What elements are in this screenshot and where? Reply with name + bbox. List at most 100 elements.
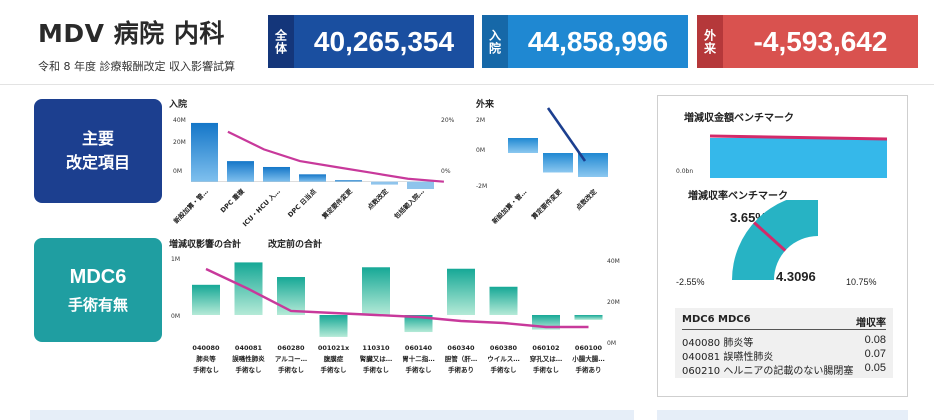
mdc6-bar[interactable] bbox=[319, 315, 348, 337]
mdc6-bar[interactable] bbox=[277, 277, 305, 315]
kpi-outpatient-tag: 外来 bbox=[697, 15, 723, 68]
inpatient-ytick: 20M bbox=[173, 139, 186, 146]
page-subtitle: 令和 8 年度 診療報酬改定 収入影響試算 bbox=[38, 60, 235, 73]
gauge-target-marker bbox=[753, 221, 787, 252]
outpatient-bar[interactable] bbox=[508, 138, 538, 153]
outpatient-line-series bbox=[546, 107, 587, 162]
mdc6-ytick: 1M bbox=[171, 256, 180, 263]
outpatient-category-label: 新設加算・管… bbox=[490, 187, 529, 226]
section-card-main-items[interactable]: 主要 改定項目 bbox=[34, 99, 162, 203]
mdc6-line-series bbox=[205, 267, 589, 329]
mdc6-bar[interactable] bbox=[404, 315, 433, 333]
table-row[interactable]: 040080 肺炎等 0.08 bbox=[682, 334, 886, 349]
mdc6-surgery-label: 手術なし bbox=[278, 365, 304, 374]
inpatient-category-label: DPC 重複 bbox=[218, 186, 246, 214]
inpatient-category-label: 包括範入院… bbox=[392, 187, 426, 221]
mdc6-name-label: 肺炎等 bbox=[196, 354, 216, 363]
kpi-inpatient-card[interactable]: 入院 44,858,996 bbox=[482, 15, 688, 68]
table-row-value: 0.05 bbox=[864, 362, 886, 374]
mdc6-surgery-label: 手術なし bbox=[193, 365, 219, 374]
benchmark-table-header-value: 増収率 bbox=[856, 318, 886, 329]
table-row[interactable]: 060210 ヘルニアの記載のない腸閉塞 0.05 bbox=[682, 362, 886, 377]
gauge-min-label: -2.55% bbox=[676, 277, 705, 287]
kpi-total-value: 40,265,354 bbox=[313, 25, 455, 57]
gauge-value-label: 4.3096 bbox=[776, 269, 816, 284]
inpatient-y2tick: 20% bbox=[441, 117, 455, 124]
gauge-max-label: 10.75% bbox=[846, 277, 877, 287]
outpatient-bar[interactable] bbox=[543, 153, 573, 173]
inpatient-category-label: 点数改定 bbox=[365, 186, 390, 211]
outpatient-category-label: 算定要件変更 bbox=[529, 187, 564, 222]
inpatient-bar[interactable] bbox=[263, 166, 290, 182]
kpi-outpatient-value: -4,593,642 bbox=[753, 25, 888, 57]
mdc6-code-label: 060280 bbox=[277, 344, 305, 352]
benchmark-amount-ytick: 0.0bn bbox=[676, 168, 693, 175]
inpatient-y2tick: 0% bbox=[441, 168, 451, 175]
header-divider bbox=[0, 84, 934, 85]
mdc6-legend-series1: 増減収影響の合計 bbox=[169, 238, 241, 250]
inpatient-chart[interactable]: 入院 40M 20M 0M 20% 0% 新設加算・管… DPC 重複ICU・HC… bbox=[165, 94, 465, 234]
mdc6-bar[interactable] bbox=[192, 284, 220, 315]
mdc6-surgery-label: 手術あり bbox=[448, 365, 474, 374]
benchmark-amount-title: 増減収金額ベンチマーク bbox=[684, 113, 794, 124]
bottom-strip-left bbox=[30, 410, 634, 420]
inpatient-category-label: DPC 日当点 bbox=[286, 186, 319, 219]
outpatient-category-label: 点数改定 bbox=[574, 187, 599, 212]
bottom-strip-right bbox=[657, 410, 908, 420]
table-row[interactable]: 040081 誤嚥性肺炎 0.07 bbox=[682, 348, 886, 363]
benchmark-rate-title: 増減収率ベンチマーク bbox=[688, 191, 788, 202]
table-row-label: 040081 誤嚥性肺炎 bbox=[682, 352, 774, 363]
kpi-total-card[interactable]: 全体 40,265,354 bbox=[268, 15, 474, 68]
mdc6-code-label: 060340 bbox=[447, 344, 475, 352]
kpi-outpatient-card[interactable]: 外来 -4,593,642 bbox=[697, 15, 918, 68]
mdc6-bar[interactable] bbox=[447, 268, 475, 315]
mdc6-name-label: 胃十二指… bbox=[402, 354, 435, 363]
section-main-line1: 主要 bbox=[81, 129, 114, 148]
mdc6-name-label: 穿孔又は… bbox=[530, 354, 563, 363]
benchmark-table-header: MDC6 MDC6 増収率 bbox=[682, 314, 886, 329]
benchmark-table-header-label: MDC6 MDC6 bbox=[682, 314, 751, 325]
inpatient-bar[interactable] bbox=[371, 181, 398, 185]
mdc6-surgery-label: 手術なし bbox=[491, 365, 517, 374]
kpi-inpatient-value: 44,858,996 bbox=[527, 25, 669, 57]
section-main-line2: 改定項目 bbox=[65, 153, 130, 172]
table-row-label: 040080 肺炎等 bbox=[682, 338, 754, 349]
inpatient-bar[interactable] bbox=[191, 122, 218, 182]
outpatient-ytick: 0M bbox=[476, 147, 485, 154]
mdc6-name-label: 胆管（肝… bbox=[445, 354, 478, 363]
inpatient-bar[interactable] bbox=[335, 180, 362, 182]
mdc6-surgery-label: 手術なし bbox=[236, 365, 262, 374]
inpatient-bar[interactable] bbox=[299, 174, 326, 182]
outpatient-chart[interactable]: 外来 2M 0M -2M 新設加算・管… 算定要件変更 点数改定 bbox=[470, 94, 620, 234]
outpatient-ytick: 2M bbox=[476, 117, 485, 124]
inpatient-category-label: 新設加算・管… bbox=[171, 187, 210, 226]
inpatient-chart-title: 入院 bbox=[168, 98, 187, 110]
mdc6-surgery-label: 手術なし bbox=[406, 365, 432, 374]
mdc6-y2tick: 40M bbox=[607, 258, 620, 265]
benchmark-amount-marker bbox=[709, 134, 888, 141]
mdc6-code-label: 110310 bbox=[362, 344, 390, 352]
outpatient-chart-title: 外来 bbox=[475, 98, 495, 110]
mdc6-y2tick: 20M bbox=[607, 299, 620, 306]
mdc6-code-label: 040080 bbox=[192, 344, 220, 352]
mdc6-bar[interactable] bbox=[362, 267, 390, 315]
inpatient-category-label: 算定要件変更 bbox=[319, 186, 354, 221]
mdc6-name-label: 腹膜症 bbox=[323, 354, 344, 363]
section-mdc-line1: MDC6 bbox=[69, 266, 127, 288]
mdc6-name-label: 誤嚥性肺炎 bbox=[232, 354, 265, 363]
inpatient-bar[interactable] bbox=[227, 161, 254, 182]
mdc6-chart[interactable]: 増減収影響の合計 改定前の合計 1M 0M 40M 20M 0M 040080 肺… bbox=[165, 232, 635, 382]
table-row-value: 0.08 bbox=[864, 334, 886, 346]
inpatient-ytick: 0M bbox=[173, 168, 182, 175]
section-card-mdc6[interactable]: MDC6 手術有無 bbox=[34, 238, 162, 342]
mdc6-name-label: 小腸大腸… bbox=[571, 354, 605, 363]
benchmark-table: MDC6 MDC6 増収率 040080 肺炎等 0.08 040081 誤嚥性… bbox=[675, 308, 893, 378]
inpatient-bar[interactable] bbox=[407, 181, 434, 189]
benchmark-panel: 増減収金額ベンチマーク 0.0bn 増減収率ベンチマーク 3.65% 4.309… bbox=[657, 95, 908, 397]
mdc6-surgery-label: 手術なし bbox=[363, 365, 389, 374]
inpatient-category-label: ICU・HCU 入… bbox=[241, 187, 282, 228]
mdc6-name-label: アルコー… bbox=[275, 355, 307, 363]
mdc6-bar[interactable] bbox=[574, 315, 603, 320]
mdc6-bar[interactable] bbox=[489, 286, 518, 315]
mdc6-code-label: 060140 bbox=[405, 344, 433, 352]
